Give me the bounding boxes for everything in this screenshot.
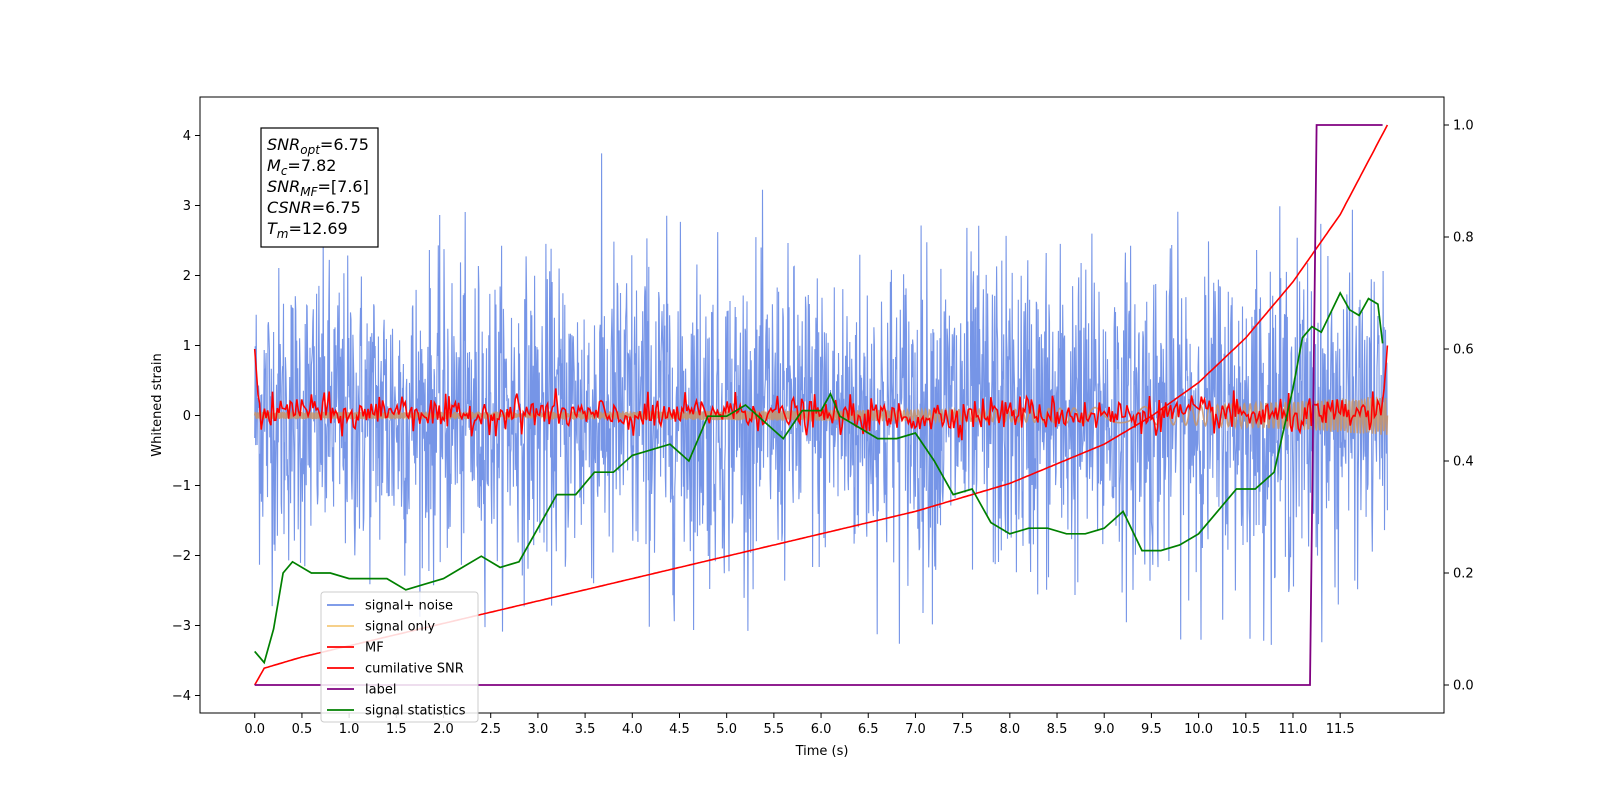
y-tick-label: 4	[183, 129, 191, 144]
legend-entry-label: signal only	[365, 620, 435, 635]
legend-entry-label: MF	[365, 641, 384, 656]
x-tick-label: 7.5	[952, 722, 973, 737]
legend-entry-label: signal+ noise	[365, 599, 453, 614]
y-right-tick-label: 0.0	[1453, 679, 1474, 694]
y-right-tick-label: 1.0	[1453, 119, 1474, 134]
x-tick-label: 3.5	[575, 722, 596, 737]
x-tick-label: 7.0	[905, 722, 926, 737]
x-tick-label: 10.5	[1231, 722, 1260, 737]
x-tick-label: 2.5	[480, 722, 501, 737]
x-tick-label: 0.0	[244, 722, 265, 737]
x-tick-label: 8.0	[999, 722, 1020, 737]
annotation-line: SNRMF=[7.6]	[267, 177, 369, 199]
x-tick-label: 4.5	[669, 722, 690, 737]
legend-entry-label: cumilative SNR	[365, 662, 464, 677]
annotation-line: Tm=12.69	[267, 219, 348, 241]
y-tick-label: −1	[172, 479, 191, 494]
y-right-tick-label: 0.2	[1453, 567, 1474, 582]
y-axis-label: Whitened strain	[150, 353, 165, 456]
x-tick-label: 1.0	[339, 722, 360, 737]
legend-entry-label: signal statistics	[365, 704, 466, 719]
y-tick-label: −3	[172, 619, 191, 634]
x-tick-label: 5.0	[716, 722, 737, 737]
series-signal-statistics-line	[254, 291, 1384, 665]
x-tick-label: 9.0	[1094, 722, 1115, 737]
annotation-box-frame	[260, 127, 379, 248]
series-mf-line	[253, 345, 1389, 441]
x-tick-label: 10.0	[1184, 722, 1213, 737]
x-tick-label: 11.5	[1326, 722, 1355, 737]
y-tick-label: 1	[183, 339, 191, 354]
x-tick-label: 11.0	[1279, 722, 1308, 737]
x-tick-label: 3.0	[528, 722, 549, 737]
legend: signal+ noise signal only MF cumilative SNR…	[320, 591, 479, 723]
x-tick-label: 8.5	[1047, 722, 1068, 737]
x-tick-label: 2.0	[433, 722, 454, 737]
annotation-line: Mc=7.82	[267, 156, 336, 178]
x-tick-label: 0.5	[292, 722, 313, 737]
y-tick-label: −2	[172, 549, 191, 564]
plot-frame	[199, 96, 1445, 714]
y-tick-label: 2	[183, 269, 191, 284]
y-tick-label: 0	[183, 409, 191, 424]
y-right-tick-label: 0.6	[1453, 343, 1474, 358]
x-tick-label: 4.0	[622, 722, 643, 737]
y-right-tick-label: 0.8	[1453, 231, 1474, 246]
y-tick-label: −4	[172, 689, 191, 704]
legend-frame	[320, 591, 479, 723]
annotation-line: CSNR=6.75	[267, 198, 361, 217]
axes: 0.0 0.5 1.0 1.5 2.0 2.5 3.0 3.5 4.0 4.5 5.0 5.5 6.0 6…	[172, 96, 1474, 737]
x-axis-label: Time (s)	[795, 744, 849, 759]
annotation-line: SNRopt=6.75	[267, 135, 369, 157]
x-tick-label: 6.0	[811, 722, 832, 737]
y-right-tick-label: 0.4	[1453, 455, 1474, 470]
x-tick-label: 5.5	[764, 722, 785, 737]
x-tick-label: 6.5	[858, 722, 879, 737]
x-tick-label: 9.5	[1141, 722, 1162, 737]
legend-entry-label: label	[365, 683, 396, 698]
x-tick-label: 1.5	[386, 722, 407, 737]
y-tick-label: 3	[183, 199, 191, 214]
series-label-line	[254, 124, 1383, 686]
